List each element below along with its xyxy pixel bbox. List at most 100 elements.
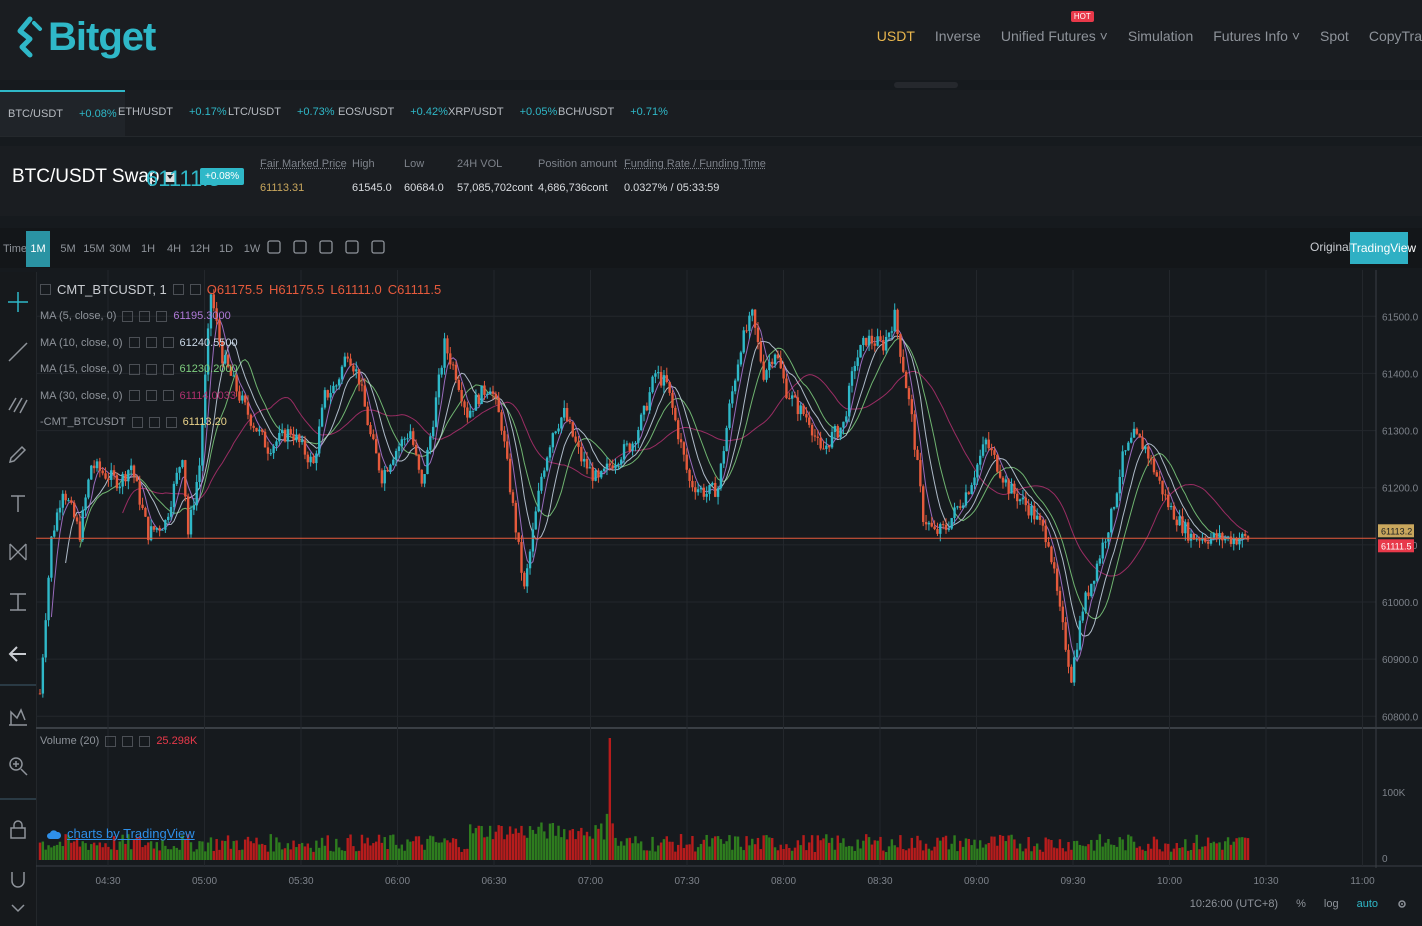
tradingview-attribution[interactable]: charts by TradingView xyxy=(46,826,195,841)
interval-1d[interactable]: 1D xyxy=(218,243,234,255)
volume-bar xyxy=(446,840,449,860)
settings-icon[interactable] xyxy=(122,735,134,747)
candle xyxy=(719,462,723,491)
pair-tab-eth-usdt[interactable]: ETH/USDT +0.17% xyxy=(110,90,235,134)
original-chart-button[interactable]: Original xyxy=(1310,240,1352,254)
volume-bar xyxy=(799,845,802,860)
camera-icon[interactable] xyxy=(344,238,360,256)
eye-icon[interactable] xyxy=(128,390,140,401)
pair-tab-btc-usdt[interactable]: BTC/USDT +0.08% xyxy=(0,90,125,136)
interval-15m[interactable]: 15M xyxy=(83,243,105,255)
collapse-handle[interactable] xyxy=(894,82,958,88)
settings-icon[interactable] xyxy=(145,363,157,375)
candle xyxy=(862,335,865,352)
candle xyxy=(121,471,124,495)
fullscreen-icon[interactable] xyxy=(370,238,386,256)
pair-tab-xrp-usdt[interactable]: XRP/USDT +0.05% xyxy=(440,90,565,134)
candle xyxy=(922,484,925,527)
tradingview-chart-button[interactable]: TradingView xyxy=(1350,232,1416,264)
zoom-in-icon[interactable] xyxy=(6,754,30,778)
toolbar-divider xyxy=(0,684,36,686)
settings-icon[interactable] xyxy=(145,390,157,401)
pair-tab-bch-usdt[interactable]: BCH/USDT +0.71% xyxy=(550,90,676,134)
back-arrow-icon[interactable] xyxy=(6,642,30,666)
lock-icon[interactable] xyxy=(6,818,30,842)
crosshair-icon[interactable] xyxy=(6,290,30,314)
interval-4h[interactable]: 4H xyxy=(166,243,182,255)
candle xyxy=(255,427,258,432)
candle xyxy=(1053,556,1056,574)
collapse-icon[interactable] xyxy=(40,284,51,295)
interval-5m[interactable]: 5M xyxy=(60,243,76,255)
ruler-icon[interactable] xyxy=(6,704,30,728)
eye-icon[interactable] xyxy=(105,735,117,747)
nav-copytra[interactable]: CopyTra xyxy=(1368,28,1422,44)
price-chart[interactable]: 61500.061400.061300.061200.061100.061000… xyxy=(36,270,1422,926)
log-scale-toggle[interactable]: log xyxy=(1323,898,1339,910)
auto-scale-toggle[interactable]: auto xyxy=(1356,898,1378,910)
bitget-logo[interactable]: Bitget xyxy=(14,12,156,62)
close-icon[interactable] xyxy=(162,390,174,401)
gear-icon[interactable] xyxy=(1396,898,1408,910)
eye-icon[interactable] xyxy=(122,310,134,322)
stat-value: 4,686,736cont xyxy=(538,182,608,194)
interval-12h[interactable]: 12H xyxy=(189,243,211,255)
timezone-clock[interactable]: 10:26:00 (UTC+8) xyxy=(1189,898,1279,910)
eye-icon[interactable] xyxy=(128,337,140,348)
template-icon[interactable] xyxy=(318,238,334,256)
volume-bar xyxy=(397,848,401,860)
candle xyxy=(1155,469,1159,477)
eye-icon[interactable] xyxy=(128,363,140,375)
time-tick: 05:30 xyxy=(288,876,313,887)
gear-icon[interactable] xyxy=(266,238,282,256)
volume-bar xyxy=(115,849,119,860)
volume-bar xyxy=(87,849,90,860)
interval-1w[interactable]: 1W xyxy=(243,243,261,255)
eye-icon[interactable] xyxy=(131,416,143,428)
candle xyxy=(1084,590,1087,614)
nav-simulation[interactable]: Simulation xyxy=(1127,28,1194,44)
candle xyxy=(64,490,67,505)
pair-tab-eos-usdt[interactable]: EOS/USDT +0.42% xyxy=(330,90,456,134)
measure-icon[interactable] xyxy=(6,590,30,614)
indicator-icon[interactable] xyxy=(292,238,308,256)
settings-icon[interactable] xyxy=(172,284,184,295)
settings-icon[interactable] xyxy=(145,337,157,348)
interval-1h[interactable]: 1H xyxy=(140,243,156,255)
candle xyxy=(987,432,990,451)
chevron-down-icon[interactable] xyxy=(6,896,30,920)
candle xyxy=(508,453,512,495)
candle xyxy=(184,459,187,502)
brush-icon[interactable] xyxy=(6,442,30,466)
close-icon[interactable] xyxy=(165,416,177,428)
volume-bar xyxy=(209,837,213,860)
candle xyxy=(44,613,47,663)
close-icon[interactable] xyxy=(162,363,174,375)
interval-30m[interactable]: 30M xyxy=(109,243,131,255)
percent-scale-toggle[interactable]: % xyxy=(1296,898,1306,910)
fib-icon[interactable] xyxy=(6,392,30,416)
pattern-icon[interactable] xyxy=(6,540,30,564)
nav-unified-futures[interactable]: Unified Futures ˅ HOT xyxy=(1000,11,1108,44)
nav-usdt[interactable]: USDT xyxy=(876,28,915,44)
nav-inverse[interactable]: Inverse xyxy=(934,28,981,44)
close-icon[interactable] xyxy=(156,310,168,322)
hide-icon[interactable] xyxy=(189,284,201,295)
settings-icon[interactable] xyxy=(139,310,151,322)
trend-line-icon[interactable] xyxy=(6,340,30,364)
text-tool-icon[interactable] xyxy=(6,492,30,516)
close-icon[interactable] xyxy=(139,735,151,747)
interval-1m[interactable]: 1M xyxy=(26,231,50,267)
candle xyxy=(454,361,458,384)
nav-spot[interactable]: Spot xyxy=(1320,28,1349,44)
volume-bar xyxy=(842,838,845,860)
volume-bar xyxy=(1198,849,1201,860)
pair-tab-ltc-usdt[interactable]: LTC/USDT +0.73% xyxy=(220,90,343,134)
nav-futures-info[interactable]: Futures Info ˅ xyxy=(1213,28,1301,44)
volume-bar xyxy=(283,848,287,860)
symbol-selector[interactable]: BTC/USDT Swap xyxy=(12,166,176,188)
close-icon[interactable] xyxy=(162,337,174,348)
magnet-icon[interactable] xyxy=(6,868,30,892)
volume-bar xyxy=(808,842,811,860)
settings-icon[interactable] xyxy=(148,416,160,428)
